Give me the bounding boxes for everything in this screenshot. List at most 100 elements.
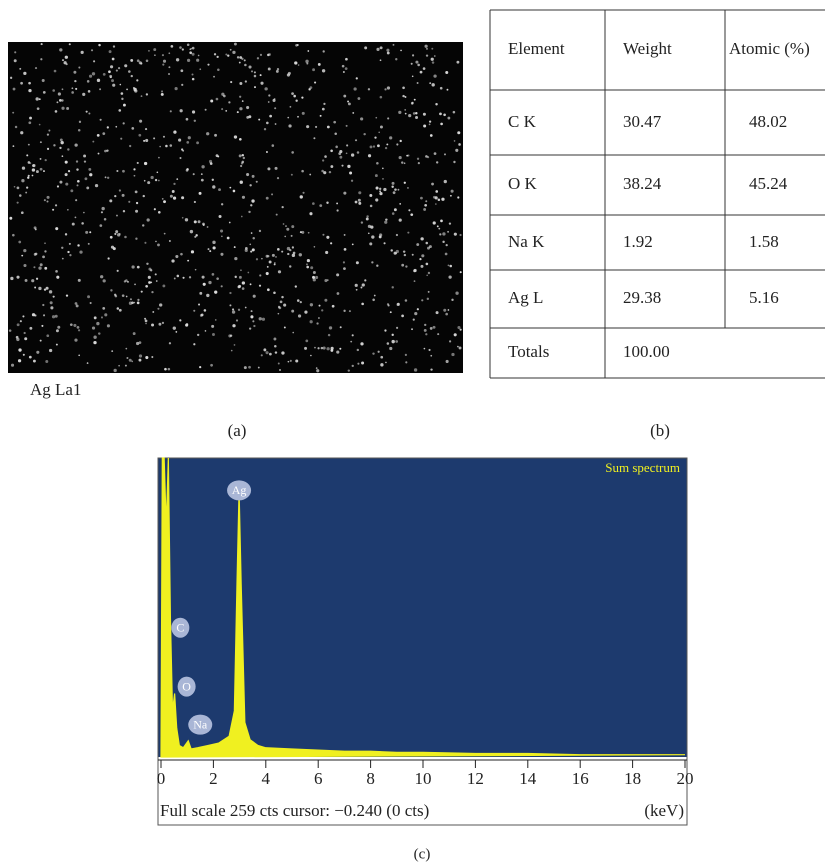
dot: [291, 246, 295, 249]
dot: [323, 102, 326, 105]
dot: [74, 79, 77, 83]
dot: [229, 334, 233, 337]
dot: [67, 250, 70, 254]
dot: [376, 161, 379, 165]
dot: [233, 246, 236, 249]
dot: [326, 235, 330, 239]
legend-label: Sum spectrum: [605, 460, 680, 475]
dot: [31, 279, 35, 283]
dot: [128, 70, 131, 73]
dot: [135, 201, 139, 205]
dot: [321, 309, 324, 312]
dot: [411, 54, 415, 57]
dot: [159, 145, 161, 148]
dot: [431, 182, 434, 186]
dot: [111, 57, 115, 61]
dot: [36, 107, 40, 111]
dot: [428, 120, 432, 123]
dot: [212, 240, 216, 245]
dot: [402, 86, 405, 90]
x-unit: (keV): [644, 801, 684, 820]
dot: [140, 290, 143, 293]
dot: [286, 246, 291, 251]
dot: [397, 188, 400, 191]
dot: [423, 347, 426, 350]
dot: [175, 58, 180, 62]
dot: [42, 91, 46, 94]
dot: [147, 181, 151, 185]
dot: [202, 282, 206, 286]
dot: [361, 283, 365, 287]
dot: [78, 354, 80, 357]
dot: [110, 289, 113, 292]
dot: [343, 309, 346, 313]
dot: [284, 235, 287, 238]
dot: [435, 190, 439, 193]
dot: [350, 153, 355, 157]
table-cell: O K: [508, 174, 538, 193]
dot: [29, 116, 32, 120]
dot: [12, 145, 15, 148]
dot: [268, 94, 271, 97]
dot: [266, 288, 270, 292]
dot: [13, 185, 16, 188]
dot: [66, 107, 70, 110]
dot: [260, 354, 263, 357]
dot: [168, 73, 170, 75]
dot: [351, 243, 354, 246]
dot: [312, 275, 316, 279]
dot: [96, 321, 100, 326]
dot: [185, 117, 189, 121]
dot: [352, 111, 355, 114]
dot: [376, 47, 380, 51]
dot: [447, 264, 450, 267]
dot: [157, 307, 160, 310]
dot: [376, 264, 379, 267]
dot: [144, 128, 148, 131]
dot: [281, 205, 284, 209]
peak-label: O: [182, 679, 191, 693]
caption: (c): [414, 846, 431, 862]
dot: [267, 167, 271, 171]
dot: [261, 257, 263, 260]
dot: [134, 89, 138, 93]
dot: [274, 107, 277, 110]
dot: [335, 145, 338, 149]
dot: [70, 189, 74, 193]
dot: [199, 366, 202, 369]
dot: [169, 194, 173, 198]
dot: [12, 233, 15, 237]
dot: [279, 369, 281, 371]
dot: [291, 151, 294, 154]
dot: [306, 62, 309, 65]
dot: [89, 231, 92, 234]
dot: [201, 275, 205, 279]
dot: [138, 354, 143, 358]
dot: [225, 109, 228, 112]
dot: [191, 77, 195, 81]
dot: [403, 181, 406, 184]
dot: [233, 42, 237, 46]
dot: [35, 277, 39, 280]
dot: [404, 299, 408, 302]
dot: [60, 140, 64, 145]
dot: [251, 174, 255, 178]
dot: [76, 184, 79, 187]
dot: [145, 138, 149, 142]
dot: [132, 332, 136, 335]
dot: [424, 323, 427, 327]
dot: [217, 68, 220, 72]
dot: [342, 261, 346, 264]
dot: [14, 125, 18, 129]
dot: [250, 310, 253, 313]
dot: [389, 311, 392, 314]
dot: [369, 145, 373, 149]
dot: [374, 174, 378, 178]
dot: [241, 281, 246, 285]
dot: [290, 173, 293, 176]
dot: [207, 63, 210, 66]
dot: [82, 92, 86, 96]
dot: [221, 92, 225, 96]
dot: [229, 186, 232, 189]
dot: [343, 267, 346, 271]
